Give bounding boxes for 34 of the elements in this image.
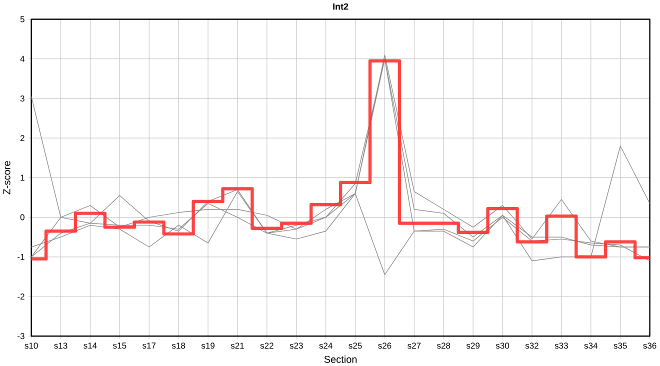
x-tick-label: s32: [525, 342, 538, 349]
chart-title: Int2: [333, 3, 348, 10]
x-tick-label: s34: [584, 342, 598, 349]
x-tick-label: s24: [319, 342, 332, 349]
x-tick-label: s29: [466, 342, 480, 349]
y-tick-label: 4: [20, 56, 25, 62]
x-axis-title: Section: [324, 355, 357, 363]
x-tick-label: s17: [142, 342, 156, 348]
y-tick-label: 3: [20, 95, 24, 102]
y-axis-title: Z-score: [3, 161, 10, 194]
y-tick-label: 5: [20, 16, 24, 22]
x-tick-label: s15: [113, 342, 126, 348]
y-tick-label: 2: [20, 134, 24, 141]
x-tick-label: s33: [554, 342, 568, 349]
x-tick-label: s36: [643, 342, 656, 349]
x-tick-label: s27: [408, 342, 421, 349]
x-tick-label: s26: [378, 342, 392, 349]
x-tick-label: s35: [614, 342, 627, 349]
x-tick-label: s19: [201, 342, 214, 349]
x-tick-label: s10: [24, 342, 38, 349]
x-tick-label: s22: [260, 342, 274, 349]
y-tick-label: -1: [18, 254, 24, 260]
x-tick-label: s13: [54, 342, 68, 349]
x-tick-label: s14: [84, 342, 97, 348]
x-tick-label: s18: [172, 342, 186, 349]
y-tick-label: -3: [18, 332, 24, 339]
x-tick-label: s30: [496, 342, 510, 349]
x-tick-label: s28: [437, 342, 450, 349]
y-tick-label: 0: [20, 214, 24, 220]
x-tick-label: s23: [290, 342, 303, 349]
y-tick-label: 1: [20, 174, 24, 180]
x-tick-label: s25: [348, 342, 362, 349]
x-tick-label: s21: [230, 342, 244, 349]
y-tick-label: -2: [18, 293, 24, 300]
